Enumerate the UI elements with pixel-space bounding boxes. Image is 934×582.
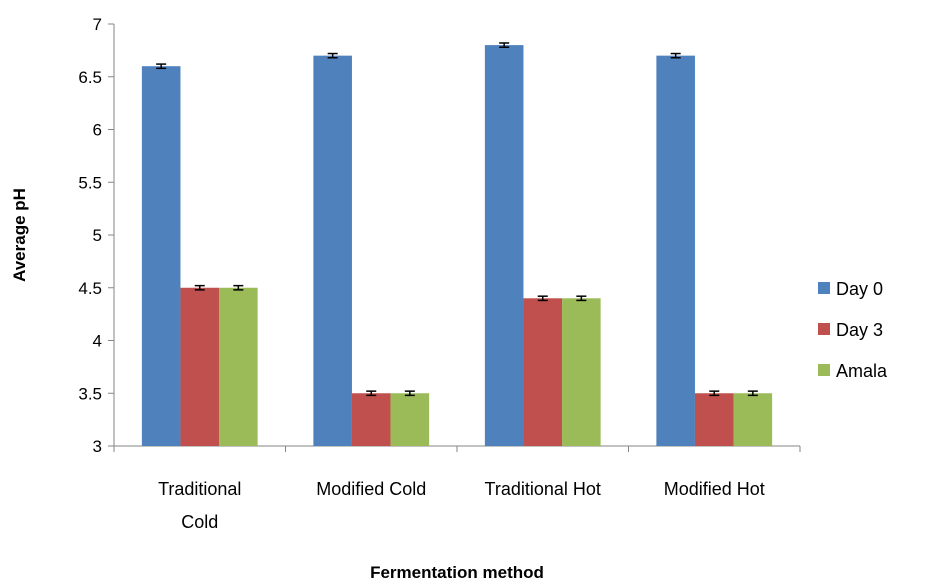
legend-swatch [818,364,830,376]
bar [351,393,391,446]
y-tick-label: 3.5 [78,384,102,403]
legend-swatch [818,323,830,335]
y-tick-label: 7 [93,15,102,34]
bar [141,66,181,446]
y-tick-label: 6 [93,121,102,140]
legend: Day 0 Day 3 Amala [818,279,888,381]
y-tick-label: 5.5 [78,173,102,192]
bar [656,55,695,447]
x-tick-label: Traditional [158,479,241,499]
y-tick-label: 5 [93,226,102,245]
error-bars [156,42,758,397]
legend-label: Day 3 [836,320,883,340]
y-tick-label: 4.5 [78,279,102,298]
x-tick-label: Modified Hot [664,479,765,499]
legend-label: Amala [836,361,888,381]
bar [484,45,524,446]
x-tick-label: Cold [181,512,218,532]
bar [219,287,258,446]
bar [562,298,601,446]
bar [390,393,430,446]
bar [694,393,734,446]
bar [313,55,352,447]
x-tick-label: Modified Cold [316,479,426,499]
bar [180,287,220,446]
legend-swatch [818,282,830,294]
x-axis [113,445,801,452]
x-tick-labels: Traditional Cold Modified Cold Traditional … [158,479,765,532]
y-tick-label: 4 [93,332,102,351]
bar [733,393,773,446]
y-axis: 3 3.5 4 4.5 5 5.5 6 6.5 7 [78,15,115,456]
bar [523,298,563,446]
x-tick-label: Traditional Hot [485,479,601,499]
y-tick-label: 3 [93,437,102,456]
y-axis-title: Average pH [10,188,29,282]
bars [141,45,773,447]
y-tick-label: 6.5 [78,68,102,87]
x-axis-title: Fermentation method [370,563,544,582]
legend-label: Day 0 [836,279,883,299]
